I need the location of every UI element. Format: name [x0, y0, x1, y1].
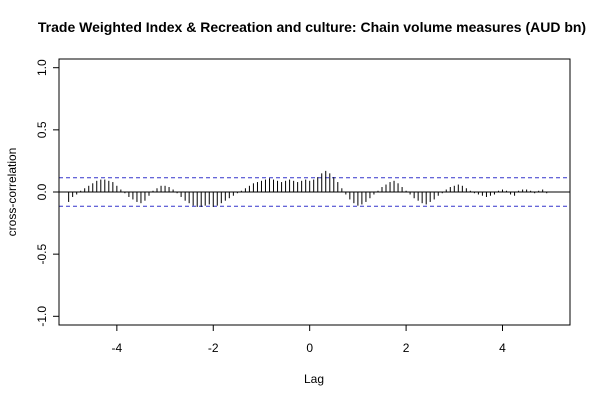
y-tick-label: 1.0: [35, 59, 49, 76]
x-tick-label: -2: [208, 341, 219, 355]
y-tick-label: -1.0: [35, 306, 49, 327]
x-tick-label: -4: [112, 341, 123, 355]
chart-title: Trade Weighted Index & Recreation and cu…: [38, 19, 586, 35]
x-tick-label: 0: [306, 341, 313, 355]
x-tick-label: 4: [499, 341, 506, 355]
y-tick-label: 0.0: [35, 183, 49, 200]
y-tick-label: 0.5: [35, 121, 49, 138]
x-axis-label: Lag: [304, 372, 324, 386]
y-tick-label: -0.5: [35, 243, 49, 264]
y-axis-label: cross-correlation: [5, 148, 19, 237]
x-tick-label: 2: [403, 341, 410, 355]
